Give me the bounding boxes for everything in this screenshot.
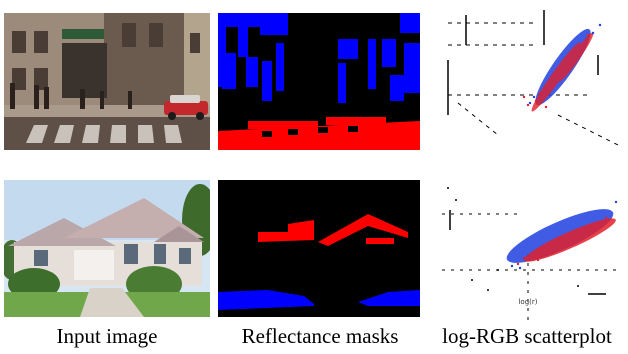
reflectance-mask-house — [218, 180, 420, 317]
reflectance-mask-street — [218, 13, 420, 150]
scatter-axis-label: log(r) — [518, 298, 537, 306]
caption-input-image: Input image — [56, 324, 158, 348]
caption-log-rgb-scatterplot: log-RGB scatterplot — [442, 324, 612, 348]
input-image-street — [4, 13, 210, 150]
log-rgb-scatterplot-street — [428, 5, 624, 155]
caption-reflectance-masks: Reflectance masks — [241, 324, 399, 348]
input-image-house — [4, 180, 210, 317]
log-rgb-scatterplot-house: log(r) — [428, 170, 624, 320]
